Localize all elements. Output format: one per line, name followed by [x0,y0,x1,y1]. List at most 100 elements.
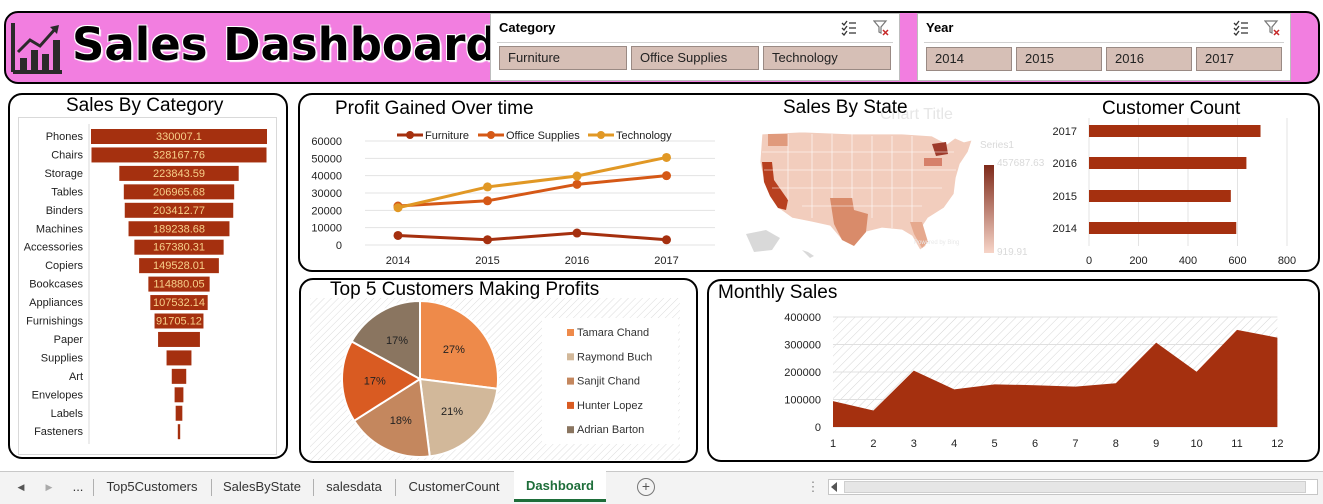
california-shape [762,162,788,210]
pie-data-label: 18% [390,415,412,427]
clear-filter-icon[interactable] [873,20,889,36]
category-label: Chairs [51,149,83,161]
legend-label: Furniture [425,130,469,142]
y-tick-label: 0 [815,422,821,434]
legend-marker [406,131,414,139]
tab-more-button[interactable]: ... [72,479,84,494]
multi-select-icon[interactable] [841,20,857,36]
category-data-label: 203412.77 [153,205,205,217]
tab-separator [211,479,212,496]
slicer-item-2015[interactable]: 2015 [1016,47,1102,71]
tab-scroll-next-button[interactable]: ▶ [45,482,53,492]
customer-count-bar [1089,125,1261,137]
map-legend-max: 457687.63 [997,158,1045,169]
washington-shape [768,134,788,146]
tab-separator [93,479,94,496]
category-bar [175,405,183,421]
year-slicer-title: Year [926,20,954,35]
customer-count-bar [1089,222,1237,234]
multi-select-icon[interactable] [1233,20,1249,36]
sales-by-state-map[interactable]: Powered by Bing [742,122,1042,264]
customer-count-chart[interactable]: 0 200 400 600 800 2017 2016 2015 2014 [1040,118,1310,270]
slicer-item-2017[interactable]: 2017 [1196,47,1282,71]
x-tick-label: 600 [1228,255,1246,267]
x-tick-label: 7 [1072,438,1078,450]
category-data-label: 107532.14 [153,297,205,309]
category-slicer[interactable]: Category Furniture Office Supplies Techn… [490,13,900,81]
tab-scroll-prev-button[interactable]: ◀ [17,482,25,492]
clear-filter-icon[interactable] [1264,20,1280,36]
legend-label: Office Supplies [506,130,580,142]
top5-customers-pie-chart[interactable]: 27% 21% 18% 17% 17% Tamara Chand Raymond Buch S… [310,298,680,460]
tab-customercount[interactable]: CustomerCount [408,479,500,494]
scroll-left-arrow-icon[interactable] [831,482,837,492]
bar-chart-trend-icon [11,21,63,75]
x-tick-label: 3 [911,438,917,450]
slicer-item-office-supplies[interactable]: Office Supplies [631,46,759,70]
data-point [662,152,671,162]
legend-label: Raymond Buch [577,351,652,363]
tab-salesbystate[interactable]: SalesByState [222,479,302,494]
category-label: Appliances [29,297,83,309]
category-data-label: 206965.68 [153,186,205,198]
tab-bar-options-icon[interactable]: ⋮ [806,479,820,494]
profit-over-time-chart[interactable]: 0 10000 20000 30000 40000 50000 60000 2014 2015 2… [305,122,725,268]
category-data-label: 91705.12 [156,316,202,328]
category-label: Phones [46,131,84,143]
map-legend-min: 919.91 [997,247,1028,258]
year-slicer[interactable]: Year 2014 2015 2016 2017 [917,13,1291,81]
dashboard-title: Sales Dashboard [72,18,498,71]
x-tick-label: 2016 [565,255,589,267]
monthly-sales-area [833,329,1278,427]
slicer-item-furniture[interactable]: Furniture [499,46,627,70]
legend-marker [597,131,605,139]
category-data-label: 223843.59 [153,168,205,180]
category-label: Storage [44,168,83,180]
legend-label: Tamara Chand [577,327,649,339]
slicer-item-2016[interactable]: 2016 [1106,47,1192,71]
tab-top5customers[interactable]: Top5Customers [106,479,198,494]
x-tick-label: 800 [1278,255,1296,267]
category-bar [128,221,230,237]
profit-over-time-title: Profit Gained Over time [335,98,534,119]
tab-salesdata[interactable]: salesdata [326,479,382,494]
category-bar [123,184,235,200]
category-bar [171,368,187,384]
customer-count-bar [1089,157,1247,169]
pie-data-label: 17% [386,335,408,347]
pennsylvania-shape [924,158,942,166]
tab-separator [313,479,314,496]
add-sheet-button[interactable]: + [637,478,655,496]
pie-data-label: 17% [364,375,386,387]
legend-swatch [567,426,574,434]
y-tick-label: 2014 [1053,223,1077,235]
data-point [483,196,492,206]
data-point [662,171,671,181]
data-point [483,182,492,192]
category-data-label: 167380.31 [153,242,205,254]
slicer-divider [924,42,1284,43]
x-tick-label: 200 [1129,255,1147,267]
category-label: Paper [54,334,84,346]
data-point [393,230,403,240]
category-label: Fasteners [34,426,83,438]
data-point [393,203,403,213]
x-tick-label: 1 [830,438,836,450]
category-data-label: 328167.76 [153,149,205,161]
category-bar [166,350,192,366]
category-label: Copiers [45,260,83,272]
y-tick-label: 40000 [311,171,342,183]
alaska-shape [746,230,780,252]
slicer-item-2014[interactable]: 2014 [926,47,1012,71]
pie-slice [419,299,499,390]
sales-by-category-chart[interactable]: Phones 330007.1 Chairs 328167.76 Storage 2238… [18,117,277,455]
texas-shape [830,198,868,246]
x-tick-label: 2017 [654,255,678,267]
scrollbar-thumb[interactable] [844,481,1306,493]
category-bar [158,331,200,347]
tab-dashboard[interactable]: Dashboard [514,471,606,502]
slicer-item-technology[interactable]: Technology [763,46,891,70]
legend-marker [487,131,495,139]
x-tick-label: 0 [1086,255,1092,267]
